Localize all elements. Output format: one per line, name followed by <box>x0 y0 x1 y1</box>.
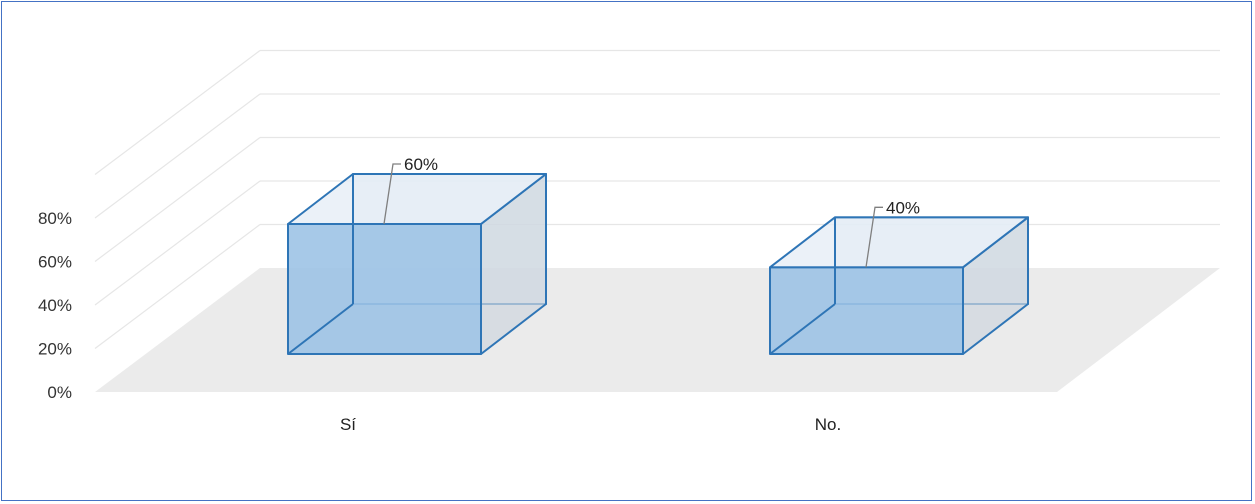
category-labels: Sí No. <box>340 415 841 434</box>
y-tick-label: 20% <box>38 340 72 359</box>
bar-1: 60% <box>287 155 547 355</box>
gridline-side <box>94 137 261 262</box>
y-tick-label: 0% <box>47 383 72 402</box>
chart-floor <box>95 268 1220 392</box>
data-label-leader <box>383 163 401 225</box>
bar-front-face <box>769 266 964 356</box>
y-axis-ticks: 0% 20% 40% 60% 80% <box>38 209 72 402</box>
y-tick-label: 60% <box>38 253 72 272</box>
bars: 60% 40% <box>287 155 1029 356</box>
bar-edge <box>287 303 354 355</box>
gridline-side <box>94 224 261 349</box>
data-label: 40% <box>886 198 920 217</box>
category-label: No. <box>815 415 841 434</box>
data-label: 60% <box>404 155 438 174</box>
y-tick-label: 40% <box>38 296 72 315</box>
bar-front-face <box>287 223 482 355</box>
y-tick-label: 80% <box>38 209 72 228</box>
gridline-side <box>94 180 261 306</box>
data-label-leader <box>865 206 883 268</box>
gridline-side <box>94 93 261 219</box>
gridline-side <box>94 50 261 175</box>
bar-2: 40% <box>769 198 1029 356</box>
category-label: Sí <box>340 415 356 434</box>
bar-edge <box>769 303 836 355</box>
